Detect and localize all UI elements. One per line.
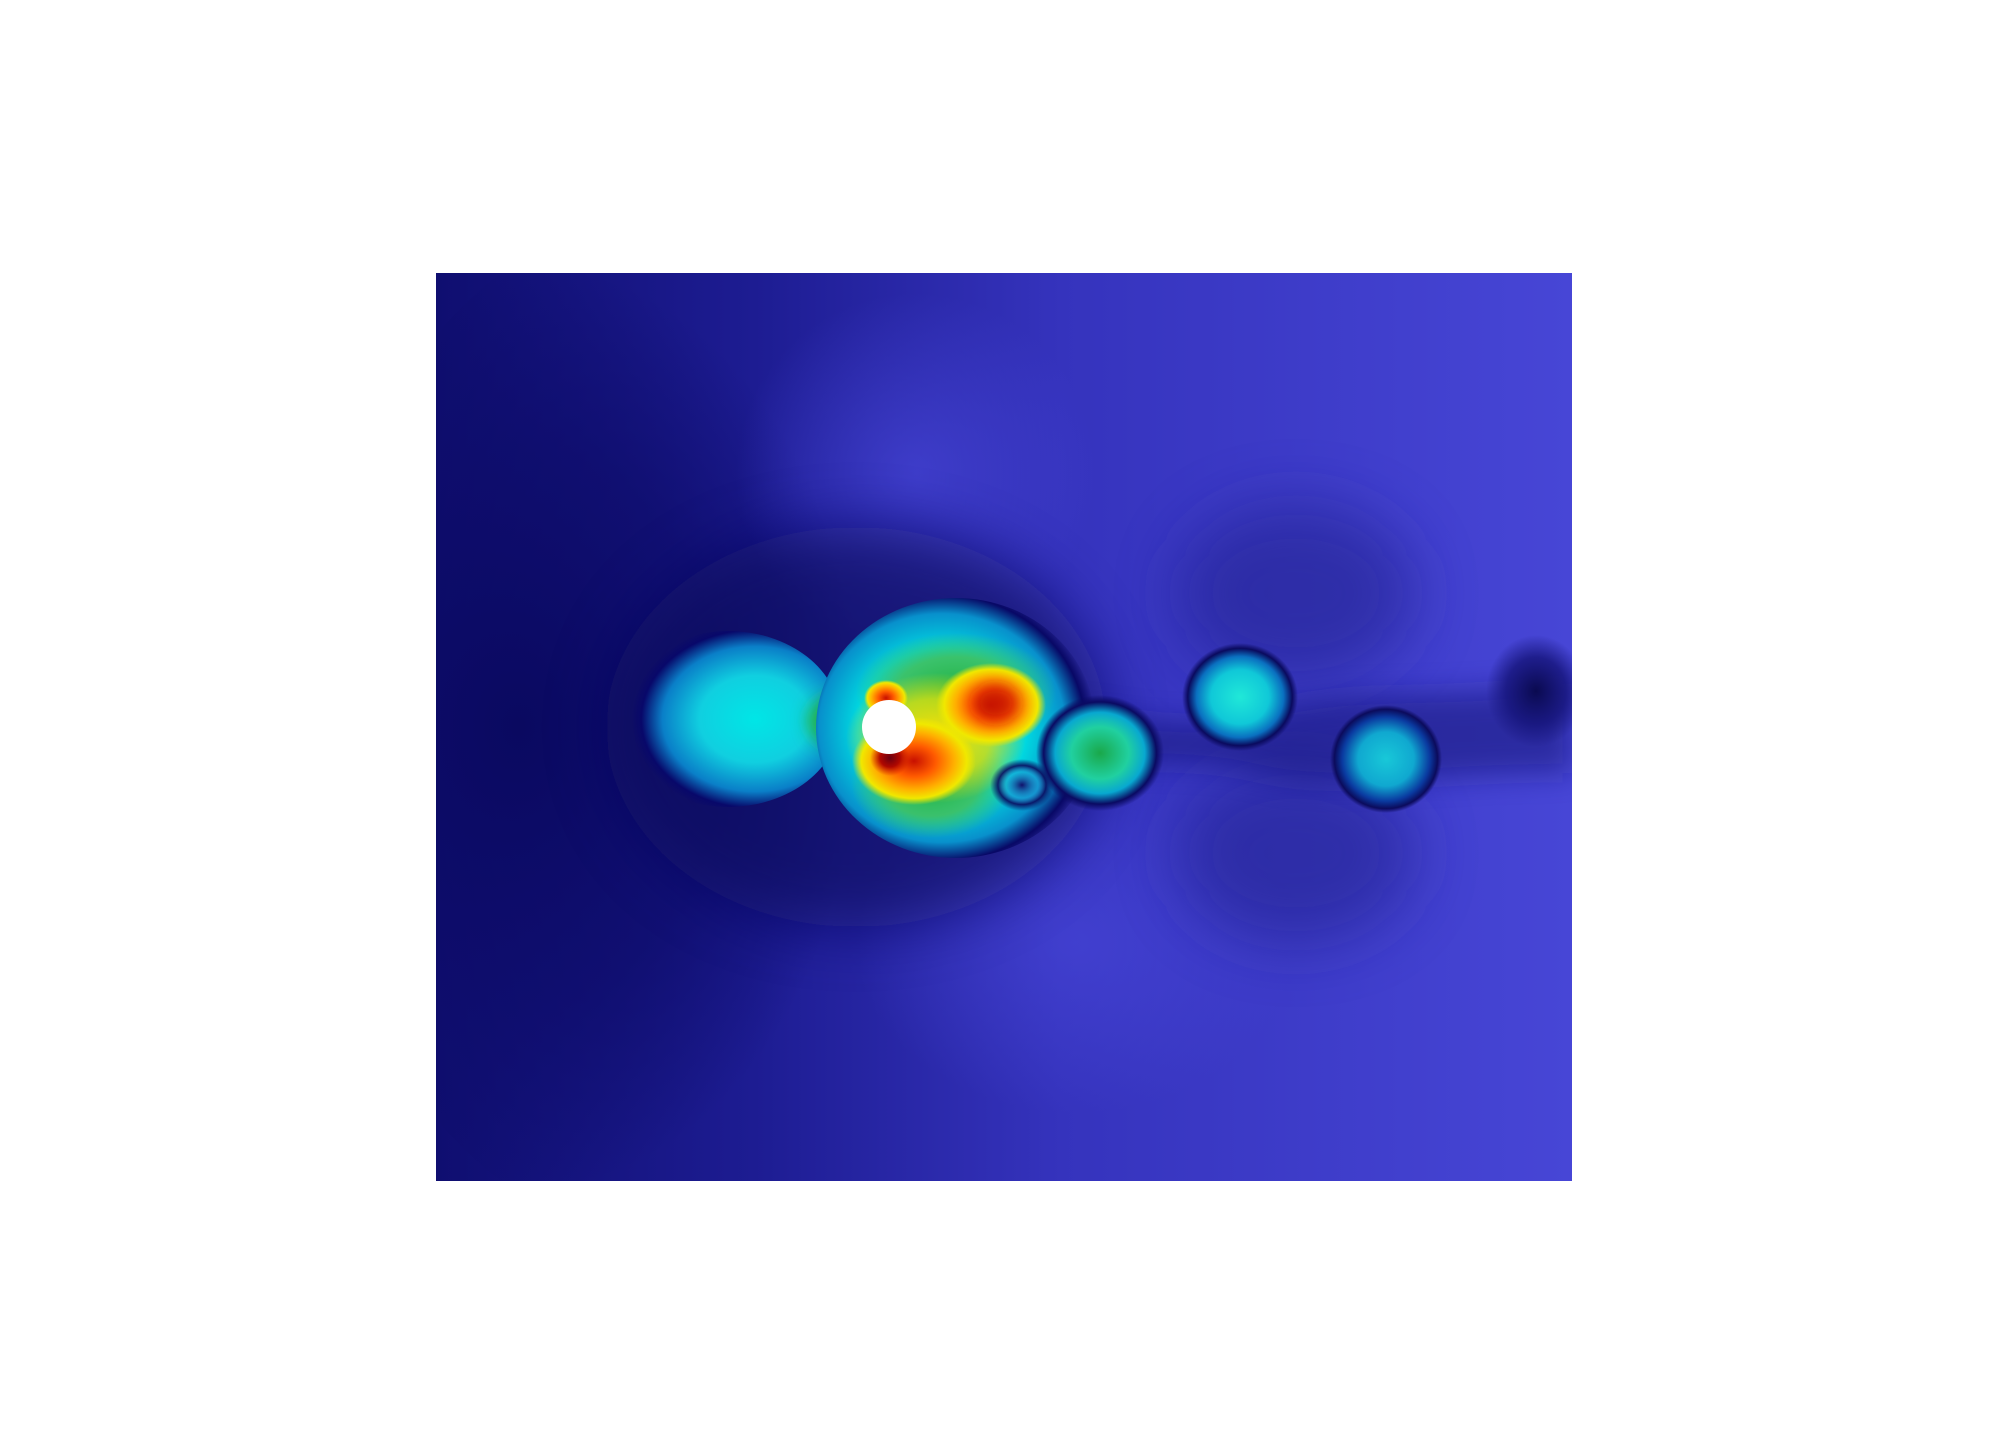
vorticity-field-plot [436,273,1572,1181]
small-lower-vortex [990,759,1054,811]
shed-vortex-1 [1036,695,1164,811]
shed-vortex-4 [1486,635,1572,747]
shed-vortex-2 [1182,643,1298,751]
wake-dark-band-upper [1176,503,1416,683]
near-wake-right-red [974,685,1018,721]
upstream-vortex-lobe [616,631,840,807]
shed-vortex-3 [1330,705,1442,813]
cylinder-obstacle [862,700,916,754]
wake-dark-band-lower [1176,763,1416,943]
